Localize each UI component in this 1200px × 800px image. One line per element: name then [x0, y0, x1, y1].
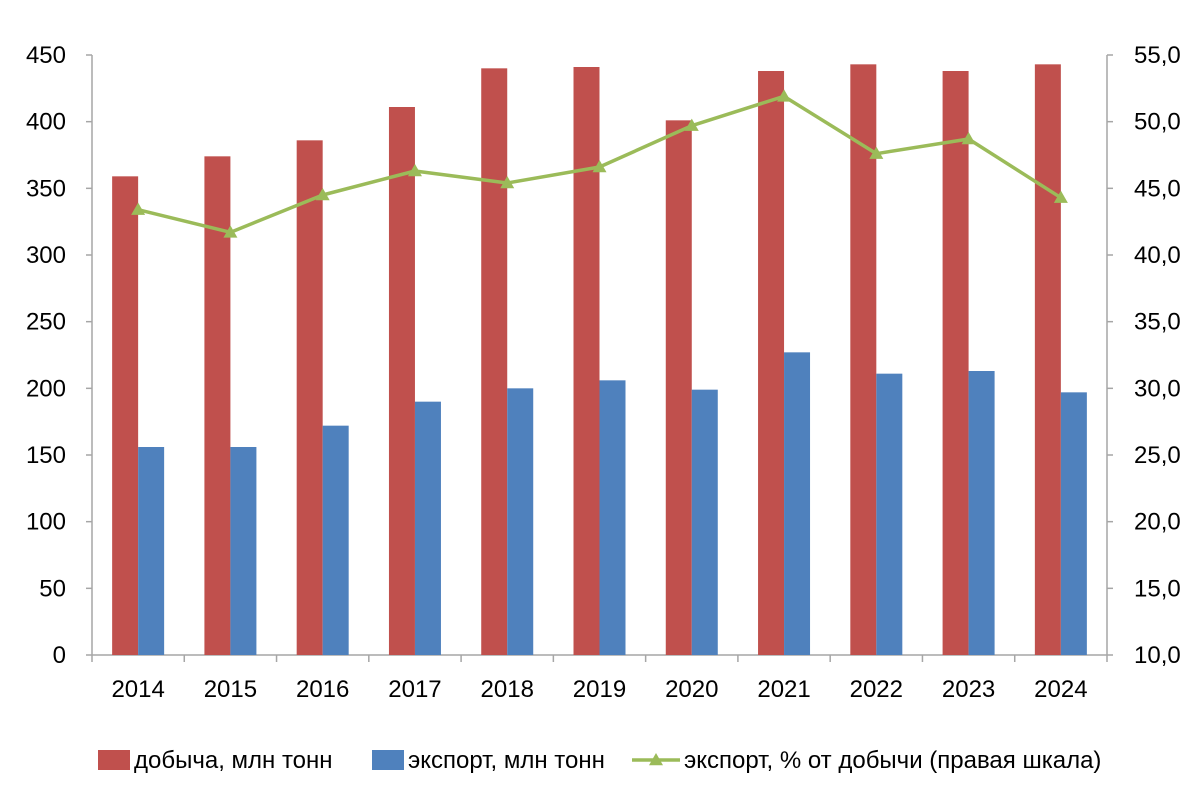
x-tick-label: 2021	[757, 676, 810, 703]
left-tick-label: 300	[26, 242, 66, 269]
x-tick-label: 2023	[942, 676, 995, 703]
right-tick-label: 50,0	[1134, 109, 1181, 136]
production-bar	[481, 68, 508, 656]
export-share-point	[869, 146, 884, 159]
export-share-point	[223, 225, 238, 238]
bars	[112, 64, 1087, 656]
legend: добыча, млн тонн экспорт, млн тонн экспорт…	[98, 747, 1101, 774]
right-tick-label: 55,0	[1134, 42, 1181, 69]
legend-export-swatch	[372, 750, 404, 770]
right-tick-label: 45,0	[1134, 175, 1181, 202]
left-tick-label: 50	[39, 575, 66, 602]
left-tick-label: 100	[26, 509, 66, 536]
export-bar	[599, 380, 626, 655]
x-tick-label: 2017	[388, 676, 441, 703]
export-share-point	[500, 176, 515, 189]
export-bar	[784, 352, 811, 655]
export-share-point	[131, 202, 146, 215]
export-bar	[414, 401, 441, 655]
export-share-point	[315, 188, 330, 201]
left-tick-label: 0	[53, 642, 66, 669]
export-bar	[876, 373, 903, 655]
production-bar	[204, 156, 231, 656]
export-share-point	[777, 89, 792, 102]
line-series	[131, 89, 1068, 238]
export-share-point	[407, 164, 422, 177]
production-bar	[1034, 64, 1061, 656]
right-tick-label: 15,0	[1134, 575, 1181, 602]
x-tick-label: 2024	[1034, 676, 1087, 703]
production-bar	[850, 64, 877, 656]
export-share-point	[684, 118, 699, 131]
legend-export-share-swatch-marker	[649, 753, 663, 766]
export-share-point	[1053, 190, 1068, 203]
right-tick-label: 25,0	[1134, 442, 1181, 469]
export-bar	[507, 388, 534, 655]
legend-production-swatch	[98, 750, 130, 770]
x-tick-label: 2014	[111, 676, 164, 703]
production-bar	[112, 176, 139, 656]
production-bar	[573, 67, 600, 655]
production-bar	[296, 140, 323, 656]
left-tick-label: 450	[26, 42, 66, 69]
left-tick-label: 250	[26, 309, 66, 336]
export-bar	[1060, 392, 1087, 655]
export-bar	[230, 447, 257, 655]
export-bar	[691, 389, 718, 655]
production-bar	[388, 107, 415, 655]
x-tick-label: 2022	[850, 676, 903, 703]
x-tick-label: 2020	[665, 676, 718, 703]
left-tick-label: 150	[26, 442, 66, 469]
export-bar	[322, 425, 349, 655]
export-bar	[138, 447, 165, 655]
tick-labels: 0 50 100 150 200 250 300 350 400 450 10,0 15,0 20,0 2…	[26, 42, 1181, 703]
production-bar	[665, 120, 692, 656]
export-share-point	[592, 160, 607, 173]
right-tick-label: 30,0	[1134, 375, 1181, 402]
production-bar	[758, 71, 785, 655]
left-tick-label: 200	[26, 375, 66, 402]
right-tick-label: 40,0	[1134, 242, 1181, 269]
x-tick-label: 2015	[204, 676, 257, 703]
export-share-point	[961, 132, 976, 145]
x-tick-label: 2018	[481, 676, 534, 703]
right-tick-label: 20,0	[1134, 509, 1181, 536]
right-tick-label: 35,0	[1134, 309, 1181, 336]
left-tick-label: 400	[26, 109, 66, 136]
x-tick-label: 2019	[573, 676, 626, 703]
legend-production-label: добыча, млн тонн	[134, 747, 333, 774]
export-bar	[968, 371, 995, 655]
production-bar	[942, 71, 969, 655]
legend-export-label: экспорт, млн тонн	[408, 747, 605, 774]
x-tick-label: 2016	[296, 676, 349, 703]
right-tick-label: 10,0	[1134, 642, 1181, 669]
legend-export-share-label: экспорт, % от добычи (правая шкала)	[684, 747, 1101, 774]
left-tick-label: 350	[26, 175, 66, 202]
